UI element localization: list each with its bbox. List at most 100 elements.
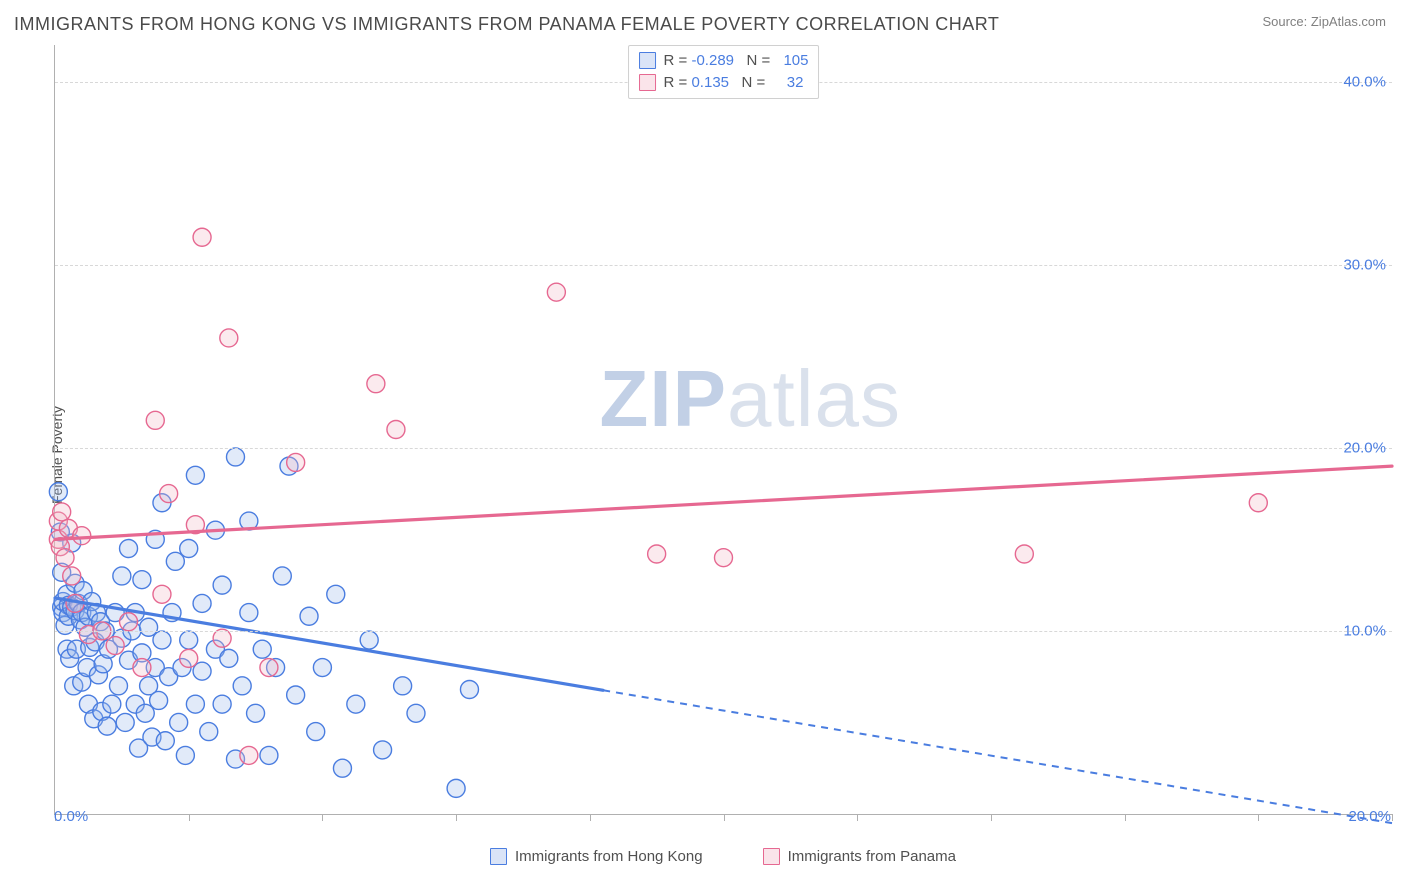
series-swatch [490, 848, 507, 865]
data-point [715, 549, 733, 567]
data-point [360, 631, 378, 649]
data-point [133, 659, 151, 677]
y-tick-label: 30.0% [1343, 256, 1386, 273]
data-point [49, 483, 67, 501]
data-point [150, 691, 168, 709]
data-point [120, 540, 138, 558]
stats-row: R = -0.289 N = 105 [639, 50, 809, 72]
data-point [200, 723, 218, 741]
data-point [240, 604, 258, 622]
x-tick [456, 814, 457, 821]
data-point [73, 527, 91, 545]
trend-line [55, 598, 603, 690]
series-swatch [639, 52, 656, 69]
data-point [193, 594, 211, 612]
data-point [186, 466, 204, 484]
x-tick [590, 814, 591, 821]
source-attribution: Source: ZipAtlas.com [1262, 14, 1386, 29]
data-point [120, 613, 138, 631]
data-point [53, 503, 71, 521]
y-tick-label: 20.0% [1343, 439, 1386, 456]
data-point [220, 649, 238, 667]
data-point [153, 631, 171, 649]
source-link[interactable]: ZipAtlas.com [1311, 14, 1386, 29]
x-tick-label: 0.0% [54, 808, 88, 825]
data-point [253, 640, 271, 658]
data-point [146, 411, 164, 429]
data-point [226, 448, 244, 466]
data-point [233, 677, 251, 695]
data-point [313, 659, 331, 677]
data-point [106, 637, 124, 655]
data-point [153, 585, 171, 603]
data-point [287, 453, 305, 471]
data-point [447, 779, 465, 797]
data-point [176, 746, 194, 764]
data-point [333, 759, 351, 777]
data-point [287, 686, 305, 704]
x-tick [724, 814, 725, 821]
data-point [300, 607, 318, 625]
data-point [547, 283, 565, 301]
data-point [113, 567, 131, 585]
data-point [387, 421, 405, 439]
data-point [220, 329, 238, 347]
data-point [98, 717, 116, 735]
plot-area: ZIPatlas R = -0.289 N = 105 R = 0.135 N … [54, 45, 1392, 815]
chart-container: Female Poverty ZIPatlas R = -0.289 N = 1… [14, 45, 1392, 865]
data-point [307, 723, 325, 741]
data-point [367, 375, 385, 393]
data-point [374, 741, 392, 759]
data-point [180, 540, 198, 558]
data-point [1015, 545, 1033, 563]
data-point [347, 695, 365, 713]
data-point [648, 545, 666, 563]
data-point [133, 571, 151, 589]
data-point [170, 713, 188, 731]
trend-line-extrapolated [603, 690, 1392, 823]
x-tick [991, 814, 992, 821]
data-point [186, 695, 204, 713]
legend-item: Immigrants from Hong Kong [490, 848, 703, 865]
gridline [55, 631, 1392, 632]
data-point [247, 704, 265, 722]
data-point [180, 631, 198, 649]
data-point [213, 629, 231, 647]
data-point [1249, 494, 1267, 512]
series-swatch [763, 848, 780, 865]
data-point [110, 677, 128, 695]
trend-line [55, 466, 1392, 539]
stats-legend-box: R = -0.289 N = 105 R = 0.135 N = 32 [628, 45, 820, 99]
data-point [240, 746, 258, 764]
chart-title: IMMIGRANTS FROM HONG KONG VS IMMIGRANTS … [14, 14, 999, 35]
data-point [193, 228, 211, 246]
y-tick-label: 40.0% [1343, 73, 1386, 90]
data-point [260, 659, 278, 677]
x-tick [1125, 814, 1126, 821]
data-point [273, 567, 291, 585]
data-point [213, 576, 231, 594]
bottom-legend: Immigrants from Hong Kong Immigrants from… [54, 848, 1392, 865]
stats-row: R = 0.135 N = 32 [639, 72, 809, 94]
data-point [407, 704, 425, 722]
data-point [213, 695, 231, 713]
data-point [180, 649, 198, 667]
x-tick-label: 20.0% [1348, 808, 1391, 825]
series-swatch [639, 74, 656, 91]
data-point [460, 680, 478, 698]
legend-item: Immigrants from Panama [763, 848, 956, 865]
x-tick [322, 814, 323, 821]
y-tick-label: 10.0% [1343, 622, 1386, 639]
data-point [103, 695, 121, 713]
plot-svg [55, 45, 1392, 814]
data-point [394, 677, 412, 695]
data-point [63, 567, 81, 585]
x-tick [1258, 814, 1259, 821]
data-point [56, 549, 74, 567]
x-tick [1392, 814, 1393, 821]
data-point [160, 485, 178, 503]
gridline [55, 448, 1392, 449]
gridline [55, 265, 1392, 266]
data-point [156, 732, 174, 750]
x-tick [857, 814, 858, 821]
